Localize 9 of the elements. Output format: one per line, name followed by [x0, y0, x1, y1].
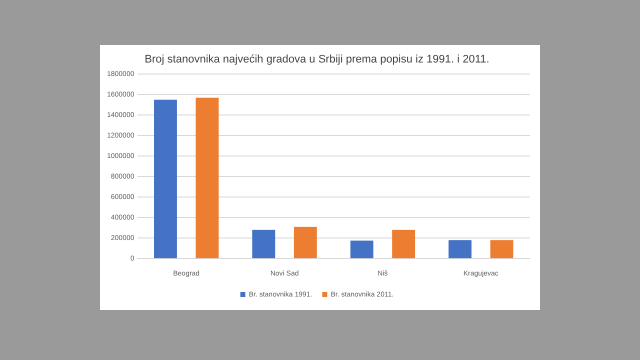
bar: [196, 98, 219, 258]
bar: [448, 240, 472, 258]
chart-title: Broj stanovnika najvećih gradova u Srbiji prema popisu iz 1991. i 2011.: [144, 54, 490, 66]
bar: [154, 100, 177, 258]
bar: [350, 240, 374, 258]
bar: [392, 230, 416, 258]
bar: [490, 240, 514, 258]
bar: [252, 230, 276, 258]
bar: [294, 226, 317, 258]
